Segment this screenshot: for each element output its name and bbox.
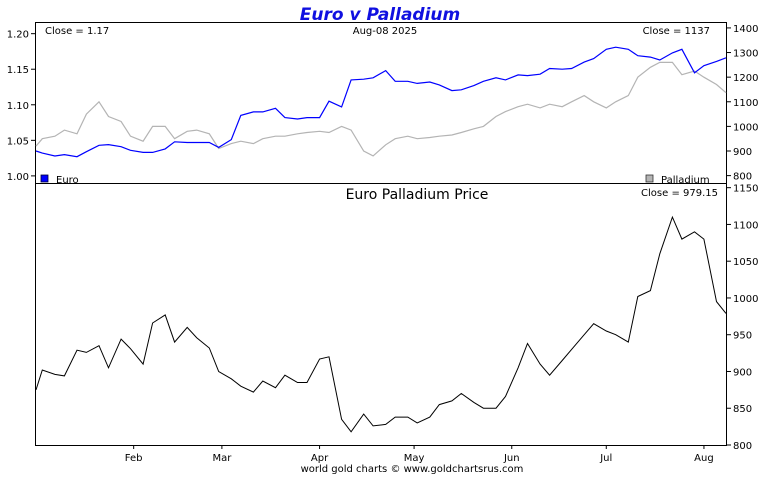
left-axis-tick-label: 1.10 (7, 101, 29, 112)
left-axis-tick-label: 1.05 (7, 136, 29, 147)
left-axis-tick-label: 1.00 (7, 172, 29, 183)
euro-palladium-close-label: Close = 979.15 (641, 188, 718, 199)
top-panel-frame (35, 22, 727, 184)
right-axis-tick-label: 1100 (733, 98, 758, 109)
bottom-right-axis-tick-label: 1150 (733, 184, 758, 195)
euro-line (35, 46, 727, 158)
legend-euro-label: Euro (56, 175, 79, 186)
bottom-right-axis-tick-label: 1050 (733, 257, 758, 268)
right-axis-tick-label: 1400 (733, 24, 758, 35)
right-axis-tick-label: 900 (733, 147, 752, 158)
x-axis-tick-label: Feb (125, 453, 143, 464)
left-axis-tick-label: 1.15 (7, 65, 29, 76)
date-label: Aug-08 2025 (353, 26, 418, 37)
footer-credit: world gold charts © www.goldchartsrus.co… (301, 464, 524, 475)
bottom-right-axis-tick-label: 900 (733, 367, 752, 378)
bottom-panel-frame (35, 183, 727, 446)
x-axis-tick-label: May (404, 453, 425, 464)
chart-marks: 1.20 1.15 1.10 1.05 1.00 1400 1300 1200 1100 1000… (7, 24, 759, 464)
bottom-right-axis-tick-label: 1000 (733, 294, 758, 305)
legend-euro-swatch (40, 174, 49, 183)
bottom-chart-title: Euro Palladium Price (346, 187, 489, 203)
euro-close-label: Close = 1.17 (45, 26, 109, 37)
right-axis-tick-label: 1300 (733, 49, 758, 60)
palladium-line (35, 61, 727, 157)
euro-palladium-line (35, 215, 727, 433)
x-axis-tick-label: Apr (311, 453, 329, 464)
right-axis-tick-label: 1000 (733, 122, 758, 133)
x-axis-tick-label: Jun (503, 453, 520, 464)
right-axis-tick-label: 800 (733, 172, 752, 183)
legend-palladium-label: Palladium (661, 175, 710, 186)
chart-title: Euro v Palladium (300, 5, 460, 25)
x-axis-tick-label: Aug (694, 453, 714, 464)
left-axis-tick-label: 1.20 (7, 30, 29, 41)
bottom-right-axis-tick-label: 850 (733, 404, 752, 415)
legend-palladium-swatch (645, 174, 654, 183)
bottom-right-axis-tick-label: 1100 (733, 220, 758, 231)
x-axis-tick-label: Mar (212, 453, 232, 464)
bottom-right-axis-tick-label: 950 (733, 331, 752, 342)
x-axis-tick-label: Jul (599, 453, 612, 464)
bottom-right-axis-tick-label: 800 (733, 441, 752, 452)
palladium-close-label: Close = 1137 (643, 26, 710, 37)
right-axis-tick-label: 1200 (733, 73, 758, 84)
